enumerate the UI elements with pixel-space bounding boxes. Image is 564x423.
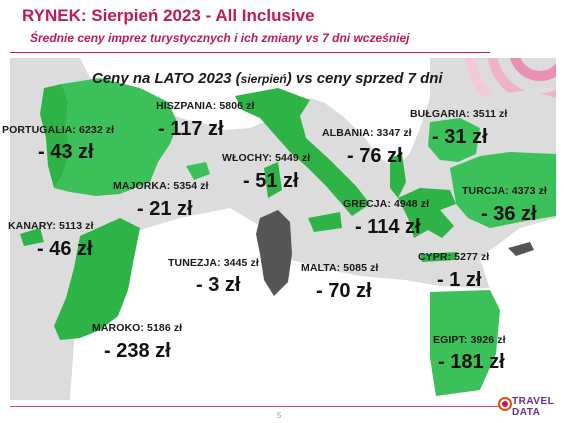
value-kanary: - 46 zł [37, 238, 93, 260]
label-wlochy: WŁOCHY: 5449 zł [222, 152, 311, 164]
label-egipt: EGIPT: 3926 zł [433, 334, 506, 346]
country-portugal [40, 84, 70, 188]
country-turkey [450, 152, 556, 228]
country-tunisia [256, 210, 292, 296]
value-maroko: - 238 zł [104, 340, 171, 362]
label-majorka: MAJORKA: 5354 zł [113, 180, 209, 192]
value-egipt: - 181 zł [438, 351, 505, 373]
label-bulgaria: BUŁGARIA: 3511 zł [410, 108, 508, 120]
map-canvas [20, 58, 556, 400]
map-title-main: Ceny na LATO 2023 ( [92, 70, 241, 87]
country-spain [54, 78, 178, 196]
value-malta: - 70 zł [316, 280, 372, 302]
label-cypr: CYPR: 5277 zł [418, 251, 490, 263]
value-albania: - 76 zł [347, 145, 403, 167]
country-morocco [54, 218, 140, 340]
country-crete [420, 252, 458, 262]
label-albania: ALBANIA: 3347 zł [322, 127, 412, 139]
value-bulgaria: - 31 zł [432, 126, 488, 148]
label-portugalia: PORTUGALIA: 6232 zł [2, 124, 115, 136]
page-number: 5 [277, 411, 282, 420]
label-tunezja: TUNEZJA: 3445 zł [168, 257, 259, 269]
value-cypr: - 1 zł [437, 269, 482, 291]
page-subtitle: Średnie ceny imprez turystycznych i ich … [30, 31, 410, 45]
label-maroko: MAROKO: 5186 zł [92, 322, 183, 334]
country-greece [398, 188, 456, 238]
travel-data-logo: TRAVEL DATA [498, 394, 558, 422]
map-title-month: sierpień [240, 72, 287, 86]
country-sardinia [264, 162, 282, 198]
logo-dot-icon [502, 401, 508, 407]
value-hiszpania: - 117 zł [158, 118, 224, 140]
country-egypt [430, 290, 500, 396]
logo-text-data: DATA [512, 407, 541, 418]
country-canaries [20, 228, 44, 246]
value-grecja: - 114 zł [355, 216, 421, 238]
map-title: Ceny na LATO 2023 (sierpień) vs ceny spr… [92, 70, 443, 87]
label-turcja: TURCJA: 4373 zł [462, 185, 547, 197]
label-malta: MALTA: 5085 zł [301, 262, 379, 274]
value-portugalia: - 43 zł [38, 141, 94, 163]
value-tunezja: - 3 zł [196, 274, 241, 296]
label-hiszpania: HISZPANIA: 5806 zł [156, 100, 255, 112]
country-italy [235, 88, 370, 216]
logo-text-travel: TRAVEL [512, 396, 555, 407]
country-bulgaria [428, 118, 480, 162]
header-divider [10, 52, 490, 53]
sea-black [465, 90, 556, 150]
label-grecja: GRECJA: 4948 zł [343, 198, 430, 210]
page-title: RYNEK: Sierpień 2023 - All Inclusive [22, 6, 315, 25]
label-kanary: KANARY: 5113 zł [8, 220, 94, 232]
value-wlochy: - 51 zł [243, 170, 299, 192]
country-sicily [308, 212, 342, 232]
map-title-end: ) vs ceny sprzed 7 dni [286, 70, 443, 87]
land-balkans [310, 58, 430, 168]
value-turcja: - 36 zł [481, 203, 537, 225]
country-albania [390, 154, 406, 198]
country-cyprus [508, 242, 534, 256]
mediterranean-map [10, 58, 556, 400]
country-majorca [186, 162, 210, 180]
value-majorka: - 21 zł [137, 198, 193, 220]
logo-ring-icon [498, 397, 512, 411]
footer-divider [10, 406, 500, 407]
header: RYNEK: Sierpień 2023 - All Inclusive Śre… [0, 0, 564, 58]
